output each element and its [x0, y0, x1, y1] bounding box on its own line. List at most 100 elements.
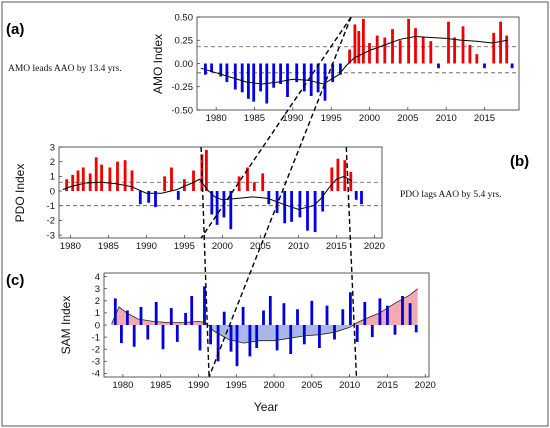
- lag-line-0: [208, 16, 352, 378]
- bar-c-17: [229, 325, 233, 352]
- bar-a-22: [357, 31, 361, 64]
- y-tick-label-a-3: -0.25: [171, 82, 193, 93]
- bar-b-9: [123, 160, 127, 191]
- bar-b-12: [147, 191, 151, 203]
- bar-c-13: [203, 286, 206, 325]
- bar-a-13: [295, 63, 299, 83]
- pdo-lag-annotation: PDO lags AAO by 5.4 yrs.: [400, 190, 502, 200]
- bar-a-5: [240, 63, 244, 93]
- bar-b-24: [229, 191, 233, 230]
- bar-a-8: [259, 63, 262, 92]
- x-tick-label-c-5: 2005: [301, 380, 322, 391]
- sam-ylabel: SAM Index: [59, 296, 73, 355]
- bar-c-1: [120, 325, 123, 344]
- bar-b-2: [76, 170, 80, 191]
- bar-a-43: [510, 63, 514, 69]
- x-tick-label-a-0: 1980: [206, 113, 227, 124]
- x-tick-label-b-7: 2015: [326, 241, 347, 252]
- bar-b-38: [336, 158, 340, 191]
- bar-c-3: [132, 325, 136, 347]
- bar-a-16: [316, 63, 320, 93]
- bar-c-24: [275, 325, 279, 351]
- bar-c-28: [302, 325, 306, 345]
- bar-b-35: [313, 191, 317, 233]
- y-tick-label-c-6: -2: [92, 344, 100, 355]
- bar-c-6: [154, 302, 158, 325]
- y-tick-label-c-4: 0: [95, 320, 100, 331]
- bar-a-29: [407, 18, 410, 64]
- bar-a-32: [429, 41, 433, 64]
- x-tick-label-a-5: 2005: [397, 113, 418, 124]
- envelope-segment-11: [243, 325, 259, 344]
- bar-c-15: [216, 325, 220, 362]
- sam-axis-ticks: 1980 1985 1990 1995 2000 2005 2010 2015 2020 4321…: [92, 272, 436, 391]
- bar-c-30: [318, 325, 321, 348]
- bar-b-27: [252, 182, 256, 191]
- x-tick-label-c-7: 2015: [377, 380, 398, 391]
- x-tick-label-b-8: 2020: [364, 241, 385, 252]
- panel-label-c: (c): [6, 272, 24, 289]
- bar-a-14: [302, 63, 306, 92]
- envelope-segment-14: [289, 325, 305, 339]
- bar-a-41: [499, 21, 502, 64]
- x-tick-label-b-2: 1990: [136, 241, 157, 252]
- x-tick-label-a-1: 1985: [244, 113, 265, 124]
- envelope-segment-16: [319, 325, 335, 335]
- bar-b-0: [65, 179, 68, 191]
- envelope-segment-20: [364, 312, 380, 325]
- y-tick-label-b-5: -2: [47, 216, 55, 227]
- y-tick-label-b-6: -3: [47, 230, 55, 241]
- y-tick-label-b-0: 3: [50, 142, 55, 153]
- bar-c-42: [408, 303, 412, 325]
- bar-a-35: [453, 37, 456, 64]
- amo-smoothed-line: [200, 35, 508, 85]
- y-tick-label-b-3: 0: [50, 186, 55, 197]
- pdo-axis-ticks: 1980 1985 1990 1995 2000 2005 2010 2015 2020 3 2 1 0…: [47, 142, 385, 252]
- pdo-thresholds: [59, 181, 382, 207]
- panel-label-a: (a): [6, 21, 24, 38]
- x-tick-label-b-5: 2005: [250, 241, 271, 252]
- bar-c-22: [262, 310, 265, 325]
- bar-c-0: [113, 298, 117, 325]
- amo-ylabel: AMO Index: [151, 34, 165, 94]
- x-tick-label-c-6: 2010: [339, 380, 360, 391]
- bar-a-28: [398, 40, 402, 64]
- y-tick-label-b-4: -1: [47, 201, 55, 212]
- bar-c-31: [325, 305, 329, 325]
- bar-a-3: [225, 63, 229, 83]
- bar-a-20: [348, 49, 351, 64]
- bar-c-23: [268, 296, 272, 325]
- envelope-segment-12: [258, 325, 275, 341]
- y-tick-label-a-4: -0.50: [171, 105, 193, 116]
- bar-c-12: [198, 325, 202, 351]
- bar-c-11: [190, 296, 194, 325]
- bar-b-33: [298, 191, 302, 218]
- pdo-smoothed-line: [62, 175, 352, 210]
- y-tick-label-b-2: 1: [50, 172, 55, 183]
- sam-panel: 1980 1985 1990 1995 2000 2005 2010 2015 2020 4321…: [6, 272, 436, 414]
- envelope-segment-17: [334, 325, 350, 333]
- bar-a-36: [461, 26, 465, 64]
- panel-label-b: (b): [510, 153, 529, 170]
- bar-b-34: [306, 191, 309, 231]
- bar-b-6: [100, 164, 103, 191]
- y-tick-label-a-2: 0.00: [175, 59, 194, 70]
- lag-line-2: [345, 146, 358, 378]
- bar-a-31: [421, 36, 425, 64]
- bar-c-20: [248, 325, 252, 357]
- bar-a-26: [383, 37, 387, 64]
- bar-c-43: [414, 325, 418, 333]
- x-tick-label-b-6: 2010: [288, 241, 309, 252]
- amo-axis-ticks: 1980 1985 1990 1995 2000 2005 2010 2015 0.50 0.25…: [171, 12, 495, 124]
- bar-a-37: [468, 44, 472, 64]
- bar-a-18: [331, 63, 335, 83]
- bar-b-16: [176, 191, 180, 200]
- bar-b-14: [163, 176, 166, 192]
- bar-b-1: [71, 174, 75, 191]
- bar-b-41: [354, 191, 358, 200]
- bar-c-36: [363, 302, 367, 325]
- bar-b-42: [360, 191, 363, 205]
- x-tick-label-c-1: 1985: [150, 380, 171, 391]
- bar-a-38: [475, 54, 479, 64]
